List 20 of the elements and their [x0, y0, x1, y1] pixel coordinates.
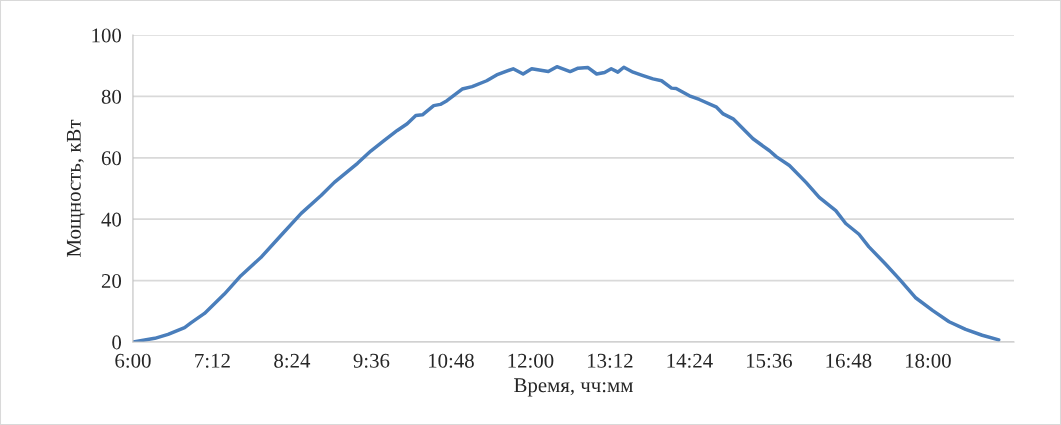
y-tick-label: 60 [101, 151, 122, 166]
y-tick-label: 0 [112, 335, 122, 350]
y-tick-label: 80 [101, 89, 122, 104]
x-axis-title: Время, чч:мм [514, 378, 633, 397]
x-tick-label: 10:48 [429, 353, 474, 368]
y-tick-label: 20 [101, 273, 122, 289]
x-tick-label: 12:00 [508, 353, 554, 368]
x-tick-label: 16:48 [826, 353, 872, 368]
y-axis-title: Мощность, кВт [66, 119, 85, 257]
x-tick-label: 9:36 [353, 353, 390, 368]
x-tick-label: 6:00 [115, 353, 151, 368]
x-tick-label: 18:00 [905, 353, 951, 368]
x-tick-label: 15:36 [747, 353, 792, 368]
x-tick-label: 7:12 [195, 353, 230, 368]
x-tick-label: 13:12 [588, 353, 633, 368]
x-tick-label: 14:24 [667, 353, 713, 368]
y-tick-label: 100 [92, 28, 122, 43]
line-series [132, 64, 1001, 342]
x-tick-label: 8:24 [274, 353, 311, 368]
y-tick-label: 40 [101, 212, 122, 227]
